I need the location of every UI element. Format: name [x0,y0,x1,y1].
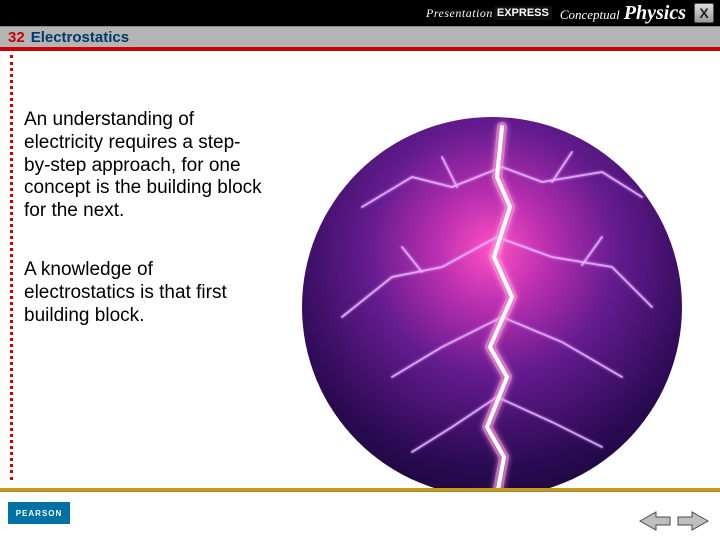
pearson-logo: PEARSON [8,502,70,524]
paragraph-2: A knowledge of electrostatics is that fi… [24,259,264,327]
close-button[interactable]: X [694,3,714,23]
chapter-number: 32 [8,29,25,46]
nav-arrows [638,510,710,532]
next-button[interactable] [676,510,710,532]
brand-express-text-2: EXPRESS [494,6,552,20]
brand-express-text-1: Presentation [426,6,493,21]
conceptual-physics-logo: Conceptual Physics [560,2,686,25]
prev-button[interactable] [638,510,672,532]
footer-rule-shadow [0,491,720,492]
footer: PEARSON [0,488,720,540]
presentation-express-logo: Presentation EXPRESS [426,4,552,22]
footer-rule [0,488,720,491]
lightning-image [302,117,682,497]
brand-physics-text-2: Physics [624,2,686,25]
slide-content: An understanding of electricity requires… [0,55,720,488]
brand-physics-text-1: Conceptual [560,7,620,23]
chapter-bar: 32 Electrostatics [0,26,720,48]
close-icon: X [699,5,708,21]
topbar: Presentation EXPRESS Conceptual Physics … [0,0,720,26]
paragraph-1: An understanding of electricity requires… [24,109,264,223]
lightning-svg [302,117,682,497]
chapter-title: Electrostatics [31,29,129,46]
